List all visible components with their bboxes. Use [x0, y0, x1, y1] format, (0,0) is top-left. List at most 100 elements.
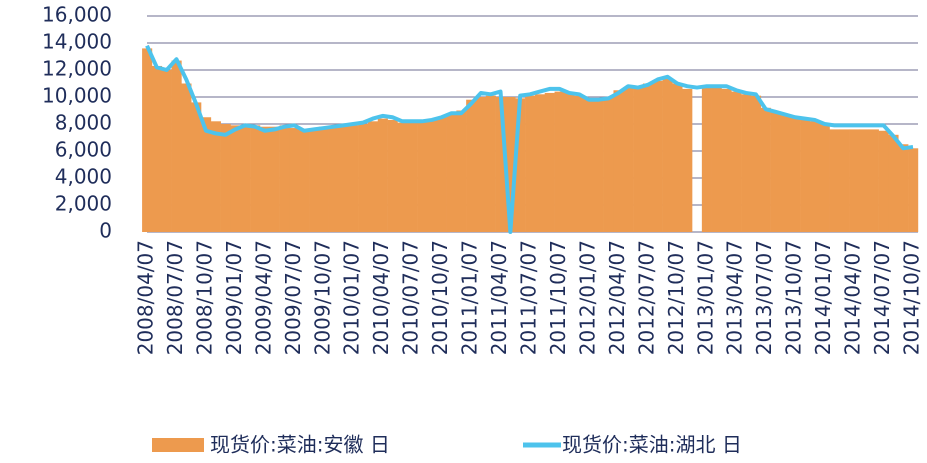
- x-tick-label: 2008/07/07: [163, 240, 187, 355]
- x-tick-label: 2014/04/07: [841, 240, 865, 355]
- bar: [868, 129, 879, 232]
- x-tick-label: 2011/10/07: [546, 240, 570, 355]
- bar: [809, 121, 821, 232]
- x-tick-label: 2011/04/07: [487, 240, 511, 355]
- bar: [220, 124, 231, 232]
- y-tick-label: 2,000: [55, 192, 112, 216]
- x-tick-label: 2013/07/07: [752, 240, 776, 355]
- bar: [574, 95, 585, 233]
- bar: [181, 83, 192, 232]
- x-tick-label: 2010/01/07: [340, 240, 364, 355]
- x-tick-label: 2012/01/07: [575, 240, 599, 355]
- y-tick-label: 4,000: [55, 165, 112, 189]
- bar: [790, 117, 801, 232]
- bar: [161, 70, 172, 232]
- y-tick-label: 0: [99, 219, 112, 243]
- bar: [475, 97, 487, 232]
- x-tick-label: 2012/10/07: [664, 240, 688, 355]
- bar: [731, 91, 742, 232]
- bar: [191, 102, 202, 233]
- bar: [456, 110, 467, 232]
- bar: [603, 97, 614, 232]
- bar: [250, 125, 261, 232]
- bar: [230, 125, 241, 232]
- bar: [407, 122, 418, 232]
- bar: [348, 125, 359, 232]
- bar: [495, 97, 506, 232]
- x-tick-label: 2012/04/07: [605, 240, 629, 355]
- x-tick-label: 2010/04/07: [369, 240, 393, 355]
- bar: [800, 119, 811, 232]
- bar: [662, 78, 673, 232]
- x-tick-label: 2014/07/07: [870, 240, 894, 355]
- bar: [367, 121, 379, 232]
- bar: [309, 128, 320, 232]
- bar: [505, 97, 516, 232]
- bar: [515, 98, 526, 232]
- bar: [819, 124, 830, 232]
- x-tick-label: 2008/10/07: [192, 240, 216, 355]
- bar: [888, 134, 899, 232]
- y-tick-label: 12,000: [42, 57, 112, 81]
- bar: [466, 99, 477, 232]
- bar: [259, 126, 271, 232]
- bar: [240, 126, 251, 232]
- x-tick-label: 2009/10/07: [310, 240, 334, 355]
- bar: [485, 95, 496, 233]
- bar: [426, 119, 438, 232]
- legend-swatch: [152, 438, 204, 452]
- bar: [721, 88, 732, 233]
- bar: [544, 92, 555, 232]
- bar: [741, 94, 752, 232]
- bar: [642, 83, 654, 232]
- bar: [878, 130, 889, 232]
- x-tick-label: 2012/07/07: [634, 240, 658, 355]
- legend-label: 现货价:菜油:湖北 日: [562, 433, 742, 457]
- bar: [623, 87, 634, 232]
- x-tick-label: 2010/07/07: [399, 240, 423, 355]
- bar: [908, 148, 919, 232]
- y-tick-label: 10,000: [42, 84, 112, 108]
- bar: [593, 99, 604, 232]
- x-tick-label: 2014/01/07: [811, 240, 835, 355]
- bar: [613, 90, 624, 232]
- bar: [760, 107, 771, 232]
- bar: [446, 114, 457, 232]
- bar: [711, 87, 722, 232]
- bar: [397, 122, 408, 232]
- bar: [672, 83, 683, 232]
- bar: [652, 80, 663, 232]
- bar: [338, 125, 349, 232]
- bar: [701, 87, 712, 232]
- x-tick-label: 2011/01/07: [458, 240, 482, 355]
- bar: [770, 111, 781, 232]
- bar: [525, 95, 536, 233]
- bar: [829, 129, 840, 232]
- bar: [436, 117, 447, 232]
- bar: [142, 48, 153, 233]
- bar: [750, 95, 762, 233]
- bar: [299, 129, 310, 232]
- bar: [377, 118, 388, 232]
- x-tick-label: 2013/01/07: [693, 240, 717, 355]
- x-tick-label: 2014/10/07: [900, 240, 924, 355]
- x-tick-label: 2013/04/07: [723, 240, 747, 355]
- bar: [839, 129, 850, 232]
- bar: [898, 144, 909, 232]
- x-tick-label: 2009/07/07: [281, 240, 305, 355]
- y-tick-label: 6,000: [55, 138, 112, 162]
- legend-label: 现货价:菜油:安徽 日: [210, 433, 390, 457]
- x-tick-label: 2008/04/07: [134, 240, 158, 355]
- bar: [201, 117, 212, 232]
- bar: [151, 65, 163, 232]
- bar: [682, 88, 693, 233]
- bar: [633, 86, 644, 232]
- bar: [210, 121, 221, 232]
- y-tick-label: 14,000: [42, 30, 112, 54]
- bar: [279, 125, 290, 232]
- bar: [849, 129, 860, 232]
- y-tick-label: 8,000: [55, 111, 112, 135]
- bar: [289, 128, 300, 232]
- x-tick-label: 2011/07/07: [517, 240, 541, 355]
- bar: [171, 60, 182, 232]
